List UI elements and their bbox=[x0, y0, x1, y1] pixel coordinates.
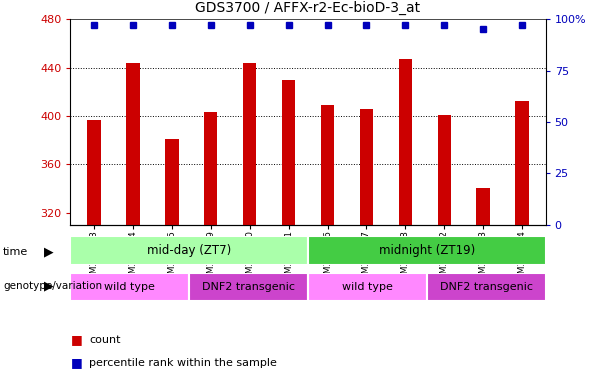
Text: genotype/variation: genotype/variation bbox=[3, 281, 102, 291]
Bar bbox=[204, 112, 218, 225]
Bar bbox=[398, 59, 412, 225]
Bar bbox=[476, 189, 490, 225]
Text: ■: ■ bbox=[70, 333, 82, 346]
Text: time: time bbox=[3, 247, 28, 257]
Bar bbox=[308, 236, 546, 265]
Text: DNF2 transgenic: DNF2 transgenic bbox=[202, 282, 295, 292]
Bar bbox=[243, 63, 256, 225]
Bar bbox=[360, 109, 373, 225]
Text: ▶: ▶ bbox=[44, 280, 54, 293]
Text: ▶: ▶ bbox=[44, 245, 54, 258]
Text: wild type: wild type bbox=[104, 282, 155, 292]
Bar bbox=[189, 273, 308, 301]
Text: percentile rank within the sample: percentile rank within the sample bbox=[89, 358, 276, 368]
Text: ■: ■ bbox=[70, 356, 82, 369]
Bar bbox=[427, 273, 546, 301]
Text: DNF2 transgenic: DNF2 transgenic bbox=[440, 282, 533, 292]
Text: mid-day (ZT7): mid-day (ZT7) bbox=[147, 244, 231, 257]
Text: wild type: wild type bbox=[342, 282, 393, 292]
Text: midnight (ZT19): midnight (ZT19) bbox=[379, 244, 475, 257]
Bar bbox=[87, 119, 101, 225]
Bar bbox=[321, 105, 334, 225]
Bar bbox=[282, 79, 295, 225]
Text: count: count bbox=[89, 335, 120, 345]
Bar bbox=[438, 115, 451, 225]
Bar bbox=[70, 236, 308, 265]
Bar bbox=[308, 273, 427, 301]
Bar bbox=[70, 273, 189, 301]
Bar bbox=[126, 63, 140, 225]
Bar bbox=[165, 139, 178, 225]
Title: GDS3700 / AFFX-r2-Ec-bioD-3_at: GDS3700 / AFFX-r2-Ec-bioD-3_at bbox=[196, 1, 421, 15]
Bar bbox=[516, 101, 529, 225]
